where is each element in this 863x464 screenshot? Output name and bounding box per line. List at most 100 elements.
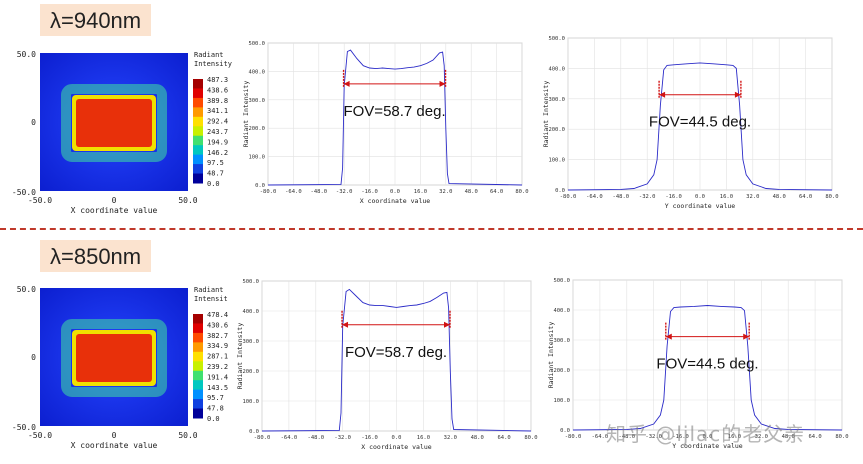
y-axis-label: Radiant Intensity (236, 323, 244, 390)
x-tick-label: 0.0 (695, 194, 705, 200)
x-tick-label: 48.0 (465, 189, 478, 195)
colorbar-segment (193, 79, 203, 89)
colorbar-tick: 0.0 (207, 415, 220, 423)
fov-arrow-head-right (734, 91, 741, 98)
y-axis-label: Radiant Intensity (542, 81, 550, 148)
colorbar-segment (193, 126, 203, 137)
y-tick-label: 200.0 (242, 369, 259, 375)
colorbar-segment (193, 389, 203, 400)
profile-chart-850-x: -80.0 -64.0 -48.0 -32.0 -16.0 0.0 16.0 32.0 48.0… (236, 279, 538, 451)
fov-annotation: FOV=44.5 deg. (656, 356, 758, 373)
x-tick-label: -80.0 (560, 194, 577, 200)
x-tick-label: 80.0 (835, 434, 848, 440)
y-axis-label: Radiant Intensity (547, 322, 555, 389)
x-tick-label: 0.0 (703, 434, 713, 440)
heatmap-xtick: -50.0 (28, 196, 52, 205)
x-tick-label: 16.0 (417, 435, 430, 441)
x-tick-label: 32.0 (755, 434, 768, 440)
colorbar-tick: 292.4 (207, 118, 228, 126)
intensity-series-line (267, 49, 523, 186)
wavelength-label-850: λ=850nm (40, 240, 152, 272)
colorbar-segment (193, 314, 203, 324)
colorbar-tick: 194.9 (207, 138, 228, 146)
heatmap-xtick: 50.0 (178, 431, 197, 440)
colorbar-tick: 97.5 (207, 159, 224, 167)
x-tick-label: -32.0 (645, 434, 662, 440)
x-tick-label: -80.0 (260, 189, 277, 195)
heatmap-xlabel: X coordinate value (71, 441, 158, 450)
colorbar-segment (193, 116, 203, 127)
x-tick-label: 32.0 (746, 194, 759, 200)
colorbar-tick: 334.9 (207, 342, 228, 350)
heatmap-ytick: 0 (31, 353, 36, 362)
colorbar-segment (193, 164, 203, 175)
x-tick-label: -32.0 (336, 189, 353, 195)
x-tick-label: -16.0 (361, 435, 378, 441)
y-tick-label: 300.0 (248, 98, 265, 104)
heatmap-ytick: 0 (31, 118, 36, 127)
colorbar-title: Intensity (194, 60, 232, 68)
x-tick-label: -16.0 (665, 194, 682, 200)
colorbar-tick: 487.3 (207, 76, 228, 84)
x-tick-label: -64.0 (592, 434, 609, 440)
y-tick-label: 400.0 (242, 309, 259, 315)
colorbar-segment (193, 408, 203, 419)
y-tick-label: 100.0 (242, 399, 259, 405)
colorbar-segment (193, 173, 203, 184)
fov-annotation: FOV=58.7 deg. (343, 103, 445, 120)
colorbar-tick: 146.2 (207, 149, 228, 157)
heatmap-halo (61, 319, 167, 397)
colorbar-segment (193, 370, 203, 381)
heatmap-xtick: 50.0 (178, 196, 197, 205)
heatmap-halo (61, 84, 167, 162)
colorbar-segment (193, 342, 203, 353)
watermark: 知乎 @ljlac的老父亲 (606, 422, 806, 446)
section-divider (0, 228, 863, 230)
x-tick-label: -16.0 (672, 434, 689, 440)
y-tick-label: 200.0 (553, 368, 570, 374)
colorbar-tick: 191.4 (207, 373, 228, 381)
y-tick-label: 0.0 (560, 428, 570, 434)
x-tick-label: -32.0 (639, 194, 656, 200)
colorbar-tick: 143.5 (207, 384, 228, 392)
x-tick-label: 48.0 (773, 194, 786, 200)
profile-chart-940-y: -80.0 -64.0 -48.0 -32.0 -16.0 0.0 16.0 32.0 48.0… (542, 36, 839, 210)
x-tick-label: -16.0 (361, 189, 378, 195)
y-tick-label: 500.0 (242, 279, 259, 285)
fov-arrow-head-right (444, 321, 451, 328)
x-axis-label: X coordinate value (361, 443, 432, 451)
y-tick-label: 0.0 (249, 429, 259, 435)
x-tick-label: 16.0 (720, 194, 733, 200)
colorbar-segment (193, 332, 203, 343)
colorbar-segment (193, 97, 203, 108)
colorbar-tick: 382.7 (207, 332, 228, 340)
x-axis-label: Y coordinate value (665, 202, 736, 210)
colorbar-tick: 287.1 (207, 353, 228, 361)
x-tick-label: 0.0 (390, 189, 400, 195)
colorbar-tick: 389.8 (207, 97, 228, 105)
colorbar-title: Radiant (194, 51, 224, 59)
heatmap-core (76, 99, 152, 147)
colorbar-segment (193, 399, 203, 410)
fov-arrow-head-left (342, 321, 349, 328)
y-tick-label: 300.0 (553, 338, 570, 344)
y-tick-label: 500.0 (548, 36, 565, 42)
y-tick-label: 300.0 (242, 339, 259, 345)
fov-arrow-head-right (743, 333, 750, 340)
y-tick-label: 200.0 (248, 126, 265, 132)
intensity-series-line (567, 62, 833, 191)
y-tick-label: 200.0 (548, 127, 565, 133)
x-tick-label: -48.0 (613, 194, 630, 200)
x-tick-label: 16.0 (414, 189, 427, 195)
x-tick-label: -64.0 (281, 435, 298, 441)
colorbar-segment (193, 361, 203, 372)
colorbar-tick: 47.8 (207, 405, 224, 413)
colorbar-tick: 243.7 (207, 128, 228, 136)
colorbar-segment (193, 107, 203, 118)
y-tick-label: 500.0 (553, 278, 570, 284)
heatmap-xtick: 0 (112, 431, 117, 440)
colorbar-segment (193, 323, 203, 334)
fov-annotation: FOV=58.7 deg. (345, 344, 447, 361)
x-axis-label: X coordinate value (360, 197, 431, 205)
x-axis-label: Y coordinate value (672, 442, 743, 450)
